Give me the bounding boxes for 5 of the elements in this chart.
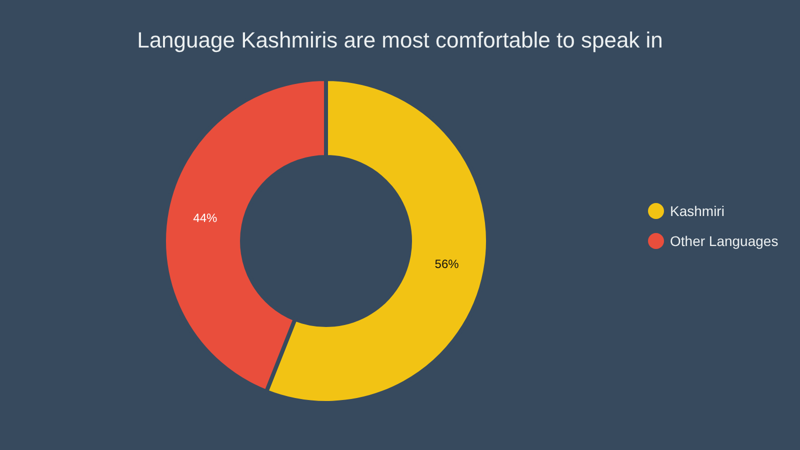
data-label: 44% bbox=[193, 210, 218, 225]
data-label: 56% bbox=[434, 257, 460, 272]
legend-label: Kashmiri bbox=[670, 203, 724, 219]
legend-label: Other Languages bbox=[670, 233, 778, 249]
chart-title: Language Kashmiris are most comfortable to speak in bbox=[137, 28, 663, 52]
